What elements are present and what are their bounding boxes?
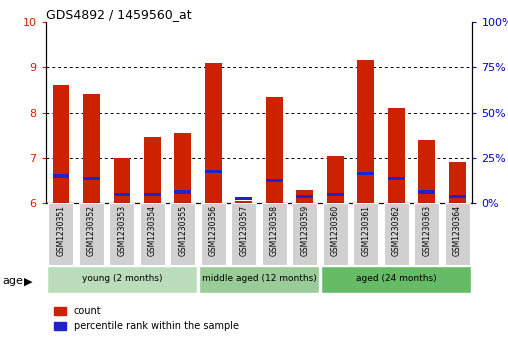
Text: GSM1230364: GSM1230364 bbox=[453, 205, 462, 256]
Bar bbox=[205, 63, 221, 203]
Text: age: age bbox=[3, 276, 23, 286]
FancyBboxPatch shape bbox=[384, 203, 409, 265]
FancyBboxPatch shape bbox=[231, 203, 257, 265]
Bar bbox=[144, 138, 161, 203]
Text: aged (24 months): aged (24 months) bbox=[356, 274, 436, 284]
Text: GSM1230356: GSM1230356 bbox=[209, 205, 218, 256]
FancyBboxPatch shape bbox=[201, 203, 226, 265]
Text: GSM1230358: GSM1230358 bbox=[270, 205, 279, 256]
Text: GSM1230352: GSM1230352 bbox=[87, 205, 96, 256]
Bar bbox=[113, 158, 130, 203]
FancyBboxPatch shape bbox=[292, 203, 318, 265]
FancyBboxPatch shape bbox=[47, 266, 197, 293]
Bar bbox=[418, 140, 435, 203]
FancyBboxPatch shape bbox=[199, 266, 319, 293]
Bar bbox=[175, 190, 191, 193]
FancyBboxPatch shape bbox=[79, 203, 104, 265]
Bar bbox=[144, 193, 161, 196]
Bar bbox=[357, 60, 374, 203]
Bar bbox=[388, 177, 404, 180]
Bar bbox=[388, 108, 404, 203]
FancyBboxPatch shape bbox=[140, 203, 165, 265]
Bar bbox=[449, 163, 465, 203]
Text: GSM1230362: GSM1230362 bbox=[392, 205, 401, 256]
Legend: count, percentile rank within the sample: count, percentile rank within the sample bbox=[51, 302, 243, 335]
FancyBboxPatch shape bbox=[321, 266, 471, 293]
Text: GSM1230353: GSM1230353 bbox=[117, 205, 126, 256]
Text: GSM1230355: GSM1230355 bbox=[178, 205, 187, 256]
Text: GSM1230354: GSM1230354 bbox=[148, 205, 157, 256]
Bar bbox=[113, 193, 130, 196]
FancyBboxPatch shape bbox=[109, 203, 135, 265]
Text: GDS4892 / 1459560_at: GDS4892 / 1459560_at bbox=[46, 8, 192, 21]
FancyBboxPatch shape bbox=[444, 203, 470, 265]
Text: ▶: ▶ bbox=[24, 276, 33, 286]
Bar bbox=[327, 193, 343, 196]
Bar bbox=[296, 195, 313, 198]
Bar bbox=[175, 133, 191, 203]
Bar bbox=[296, 189, 313, 203]
Text: middle aged (12 months): middle aged (12 months) bbox=[202, 274, 316, 284]
Text: GSM1230360: GSM1230360 bbox=[331, 205, 340, 256]
Bar bbox=[266, 179, 282, 182]
Bar bbox=[235, 201, 252, 203]
Bar bbox=[327, 156, 343, 203]
Text: GSM1230351: GSM1230351 bbox=[56, 205, 66, 256]
Bar bbox=[449, 195, 465, 198]
Bar bbox=[83, 177, 100, 180]
FancyBboxPatch shape bbox=[48, 203, 74, 265]
Bar bbox=[83, 94, 100, 203]
Text: GSM1230357: GSM1230357 bbox=[239, 205, 248, 256]
FancyBboxPatch shape bbox=[262, 203, 287, 265]
Bar bbox=[53, 85, 69, 203]
Bar bbox=[235, 197, 252, 200]
Bar bbox=[266, 97, 282, 203]
Text: GSM1230363: GSM1230363 bbox=[422, 205, 431, 256]
Bar bbox=[53, 175, 69, 178]
FancyBboxPatch shape bbox=[414, 203, 439, 265]
Text: GSM1230359: GSM1230359 bbox=[300, 205, 309, 256]
FancyBboxPatch shape bbox=[323, 203, 348, 265]
Bar bbox=[357, 172, 374, 175]
FancyBboxPatch shape bbox=[170, 203, 196, 265]
Text: GSM1230361: GSM1230361 bbox=[361, 205, 370, 256]
FancyBboxPatch shape bbox=[353, 203, 378, 265]
Bar bbox=[205, 170, 221, 173]
Text: young (2 months): young (2 months) bbox=[82, 274, 162, 284]
Bar bbox=[418, 190, 435, 193]
